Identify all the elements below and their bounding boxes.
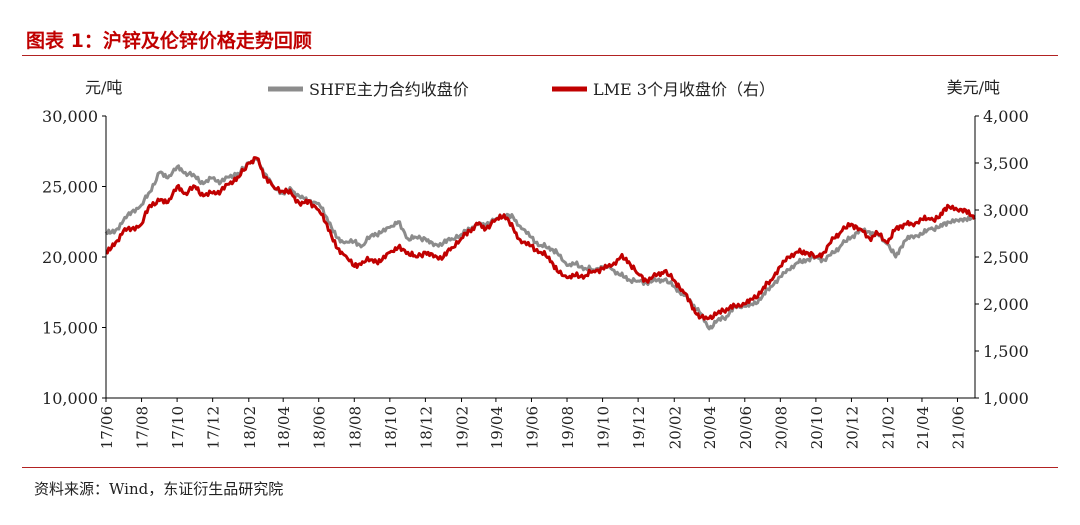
x-tick-label: 19/02 xyxy=(454,406,472,449)
x-tick-label: 18/12 xyxy=(417,406,435,449)
x-tick-label: 20/08 xyxy=(772,406,790,449)
x-tick-label: 19/06 xyxy=(523,406,541,449)
right-tick-label: 3,500 xyxy=(983,154,1029,173)
x-axis-ticks: 17/06 17/08 17/10 17/12 18/02 18/04 18/06 18/08… xyxy=(98,398,968,449)
x-tick-label: 20/06 xyxy=(737,406,755,449)
x-tick-label: 19/12 xyxy=(630,406,648,449)
x-tick-label: 18/10 xyxy=(382,406,400,449)
x-tick-label: 19/10 xyxy=(595,406,613,449)
left-axis-ticks: 10,000 15,000 20,000 25,000 30,000 xyxy=(42,107,106,408)
legend-label-lme: LME 3个月收盘价（右） xyxy=(593,80,775,99)
x-tick-label: 18/06 xyxy=(311,406,329,449)
x-tick-label: 17/10 xyxy=(169,406,187,449)
left-tick-label: 15,000 xyxy=(42,319,98,338)
x-tick-label: 19/08 xyxy=(559,406,577,449)
x-tick-label: 20/02 xyxy=(666,406,684,449)
right-tick-label: 1,000 xyxy=(983,389,1029,408)
right-tick-label: 1,500 xyxy=(983,342,1029,361)
x-tick-label: 17/06 xyxy=(98,406,116,449)
x-tick-label: 21/02 xyxy=(880,406,898,449)
x-tick-label: 18/02 xyxy=(241,406,259,449)
x-tick-label: 18/08 xyxy=(346,406,364,449)
x-tick-label: 18/04 xyxy=(275,406,293,449)
left-tick-label: 25,000 xyxy=(42,178,98,197)
right-axis-unit: 美元/吨 xyxy=(947,78,1000,97)
chart-title: 图表 1：沪锌及伦锌价格走势回顾 xyxy=(26,30,312,52)
x-tick-label: 21/04 xyxy=(914,406,932,449)
source-note: 资料来源：Wind，东证衍生品研究院 xyxy=(34,480,284,498)
x-tick-label: 19/04 xyxy=(488,406,506,449)
right-tick-label: 2,500 xyxy=(983,248,1029,267)
x-tick-label: 20/04 xyxy=(701,406,719,449)
legend-label-shfe: SHFE主力合约收盘价 xyxy=(309,80,469,99)
series-line-lme xyxy=(105,156,976,321)
title-rule xyxy=(22,55,1058,56)
x-tick-label: 17/12 xyxy=(205,406,223,449)
x-tick-label: 17/08 xyxy=(134,406,152,449)
left-axis-unit: 元/吨 xyxy=(85,78,122,97)
right-tick-label: 2,000 xyxy=(983,295,1029,314)
left-tick-label: 30,000 xyxy=(42,107,98,126)
left-tick-label: 20,000 xyxy=(42,248,98,267)
chart: 元/吨 美元/吨 SHFE主力合约收盘价 LME 3个月收盘价（右） 10,00… xyxy=(42,78,1029,449)
right-tick-label: 4,000 xyxy=(983,107,1029,126)
x-tick-label: 21/06 xyxy=(950,406,968,449)
right-axis-ticks: 1,000 1,500 2,000 2,500 3,000 3,500 4,000 xyxy=(975,107,1029,408)
left-tick-label: 10,000 xyxy=(42,389,98,408)
x-tick-label: 20/10 xyxy=(808,406,826,449)
legend: SHFE主力合约收盘价 LME 3个月收盘价（右） xyxy=(268,80,775,99)
x-tick-label: 20/12 xyxy=(843,406,861,449)
right-tick-label: 3,000 xyxy=(983,201,1029,220)
series-line-shfe xyxy=(104,157,976,331)
footer-rule xyxy=(22,467,1058,468)
